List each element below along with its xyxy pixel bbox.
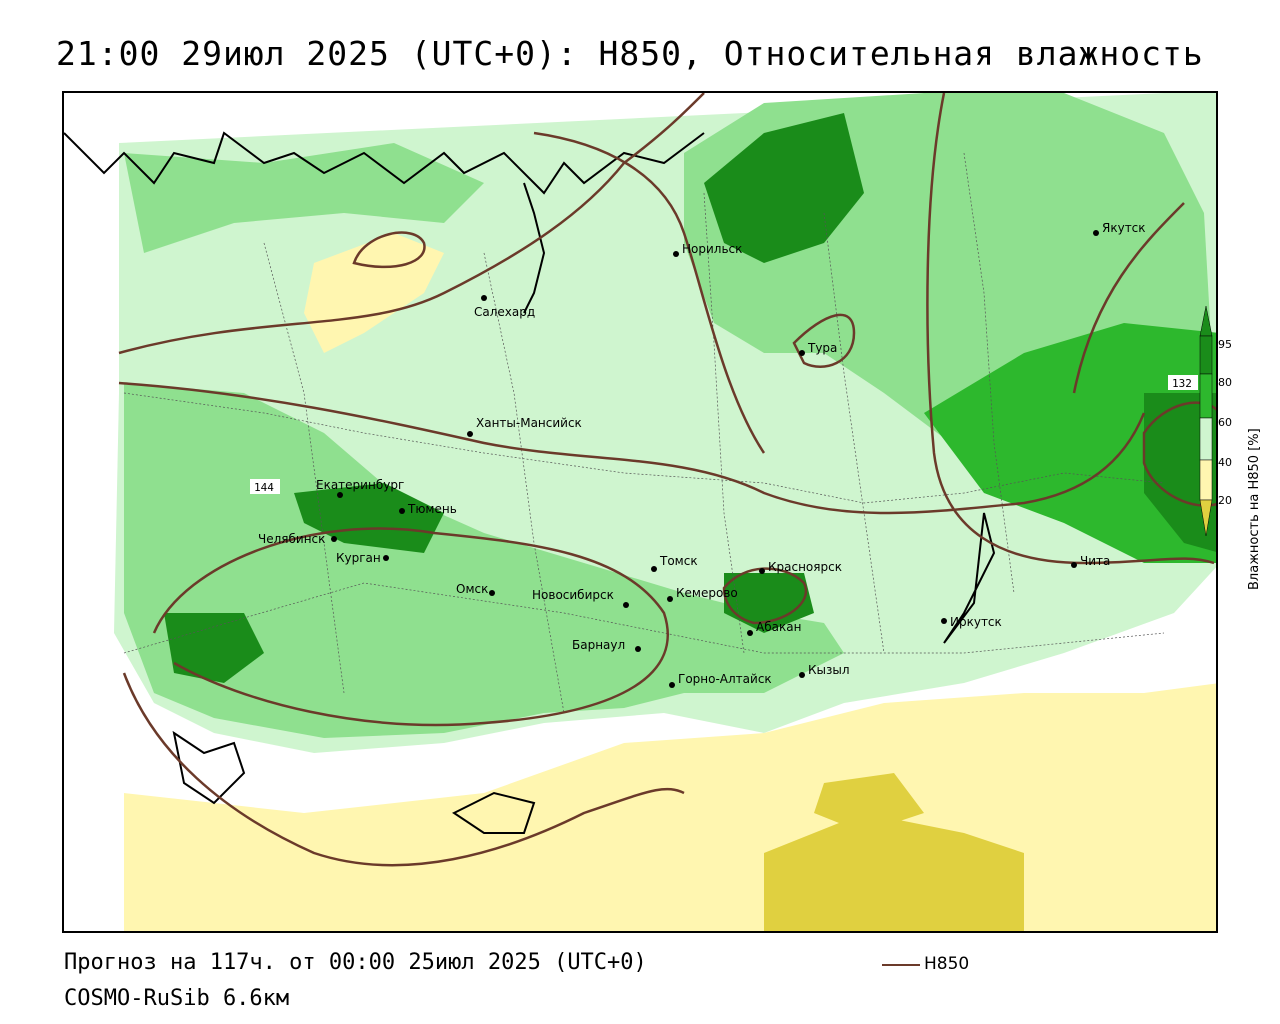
dry-zone-south-min: [764, 813, 1024, 931]
dry-zone-south-min2: [814, 773, 924, 833]
colorbar-tick-20: 20: [1218, 494, 1232, 507]
contour-tura: [792, 313, 856, 368]
contour-east-low: [1142, 401, 1216, 507]
colorbar-40: [1199, 459, 1213, 501]
humidity-zone-80-east: [924, 323, 1216, 563]
city-omsk: Омск: [456, 582, 495, 596]
contour-labels: 144 132: [250, 375, 1198, 494]
city-yakutsk: Якутск: [1093, 221, 1146, 236]
contour-label-144: 144: [254, 481, 274, 494]
colorbar-tick-60: 60: [1218, 416, 1232, 429]
svg-text:Омск: Омск: [456, 582, 488, 596]
city-gorno-altaysk: Горно-Алтайск: [669, 672, 772, 688]
humidity-zone-95-kazakh: [164, 613, 264, 683]
svg-text:Якутск: Якутск: [1102, 221, 1146, 235]
svg-text:Абакан: Абакан: [756, 620, 801, 634]
contour-nw-small: [352, 231, 426, 269]
contour-upper: [118, 93, 705, 355]
forecast-map[interactable]: 144 132 Салехард Норильск Тура Якутск Ха…: [62, 91, 1218, 933]
contour-north: [533, 131, 766, 454]
svg-text:Красноярск: Красноярск: [768, 560, 842, 574]
city-krasnoyarsk: Красноярск: [759, 560, 842, 574]
city-irkutsk: Иркутск: [941, 615, 1002, 629]
humidity-zone-95-east: [1144, 393, 1216, 552]
svg-text:Екатеринбург: Екатеринбург: [316, 478, 404, 492]
h850-legend-swatch: [882, 964, 920, 966]
model-name: COSMO-RuSib 6.6км: [64, 986, 290, 1011]
coastlines: [64, 131, 996, 834]
svg-text:Кемерово: Кемерово: [676, 586, 738, 600]
colorbar-60: [1199, 417, 1213, 461]
svg-text:Тура: Тура: [807, 341, 837, 355]
colorbar-cap-bottom: [1199, 499, 1213, 537]
contour-krsk: [722, 567, 808, 625]
city-chita: Чита: [1071, 554, 1110, 568]
forecast-info: Прогноз на 117ч. от 00:00 25июл 2025 (UT…: [64, 950, 647, 975]
city-barnaul: Барнаул: [572, 638, 641, 652]
city-ekaterinburg: Екатеринбург: [316, 478, 404, 498]
svg-text:Курган: Курган: [336, 551, 381, 565]
svg-text:Норильск: Норильск: [682, 242, 742, 256]
colorbar-title: Влажность на H850 [%]: [1247, 428, 1262, 590]
cities: Салехард Норильск Тура Якутск Ханты-Манс…: [258, 221, 1146, 688]
white-zone-south: [64, 703, 264, 793]
city-khanty-mansiysk: Ханты-Мансийск: [467, 416, 582, 437]
humidity-zone-95-north: [704, 113, 864, 263]
colorbar-95: [1199, 335, 1213, 375]
map-canvas: 144 132 Салехард Норильск Тура Якутск Ха…: [64, 93, 1216, 931]
admin-borders: [123, 152, 1165, 714]
svg-text:Кызыл: Кызыл: [808, 663, 850, 677]
city-norilsk: Норильск: [673, 242, 742, 257]
city-tura: Тура: [799, 341, 837, 356]
contour-south: [122, 672, 685, 867]
svg-text:Барнаул: Барнаул: [572, 638, 625, 652]
city-kemerovo: Кемерово: [667, 586, 738, 602]
svg-text:Иркутск: Иркутск: [950, 615, 1002, 629]
svg-text:Томск: Томск: [659, 554, 698, 568]
colorbar-cap-top: [1199, 305, 1213, 337]
map-title: 21:00 29июл 2025 (UTC+0): H850, Относите…: [56, 34, 1204, 73]
colorbar-tick-40: 40: [1218, 456, 1232, 469]
city-kyzyl: Кызыл: [799, 663, 850, 678]
colorbar-tick-95: 95: [1218, 338, 1232, 351]
h850-contours: [118, 93, 1216, 867]
svg-text:Салехард: Салехард: [474, 305, 535, 319]
svg-text:Чита: Чита: [1080, 554, 1110, 568]
svg-text:Горно-Алтайск: Горно-Алтайск: [678, 672, 772, 686]
city-chelyabinsk: Челябинск: [258, 532, 337, 546]
contour-east2: [1072, 202, 1185, 394]
city-tyumen: Тюмень: [399, 502, 457, 516]
city-novosibirsk: Новосибирск: [532, 588, 629, 608]
contour-144: [118, 381, 1146, 515]
contour-label-132: 132: [1172, 377, 1192, 390]
h850-legend-label: H850: [924, 954, 970, 974]
colorbar-tick-80: 80: [1218, 376, 1232, 389]
svg-text:Ханты-Мансийск: Ханты-Мансийск: [476, 416, 582, 430]
city-kurgan: Курган: [336, 551, 389, 565]
city-tomsk: Томск: [651, 554, 698, 572]
humidity-field: [64, 93, 1216, 931]
contour-low-west: [152, 527, 669, 727]
humidity-zone-80-west: [124, 383, 844, 738]
svg-text:Новосибирск: Новосибирск: [532, 588, 614, 602]
contour-east: [926, 93, 1215, 565]
city-salekhard: Салехард: [474, 295, 535, 319]
humidity-colorbar: 95 80 60 40 20 Влажность на H850 [%]: [1199, 305, 1262, 590]
humidity-zone-95-krsk: [724, 573, 814, 633]
humidity-zone-80-nw: [124, 143, 484, 253]
humidity-zone-95-ural: [294, 483, 444, 553]
svg-text:Челябинск: Челябинск: [258, 532, 325, 546]
city-abakan: Абакан: [747, 620, 801, 636]
svg-text:Тюмень: Тюмень: [407, 502, 457, 516]
colorbar-80: [1199, 373, 1213, 419]
